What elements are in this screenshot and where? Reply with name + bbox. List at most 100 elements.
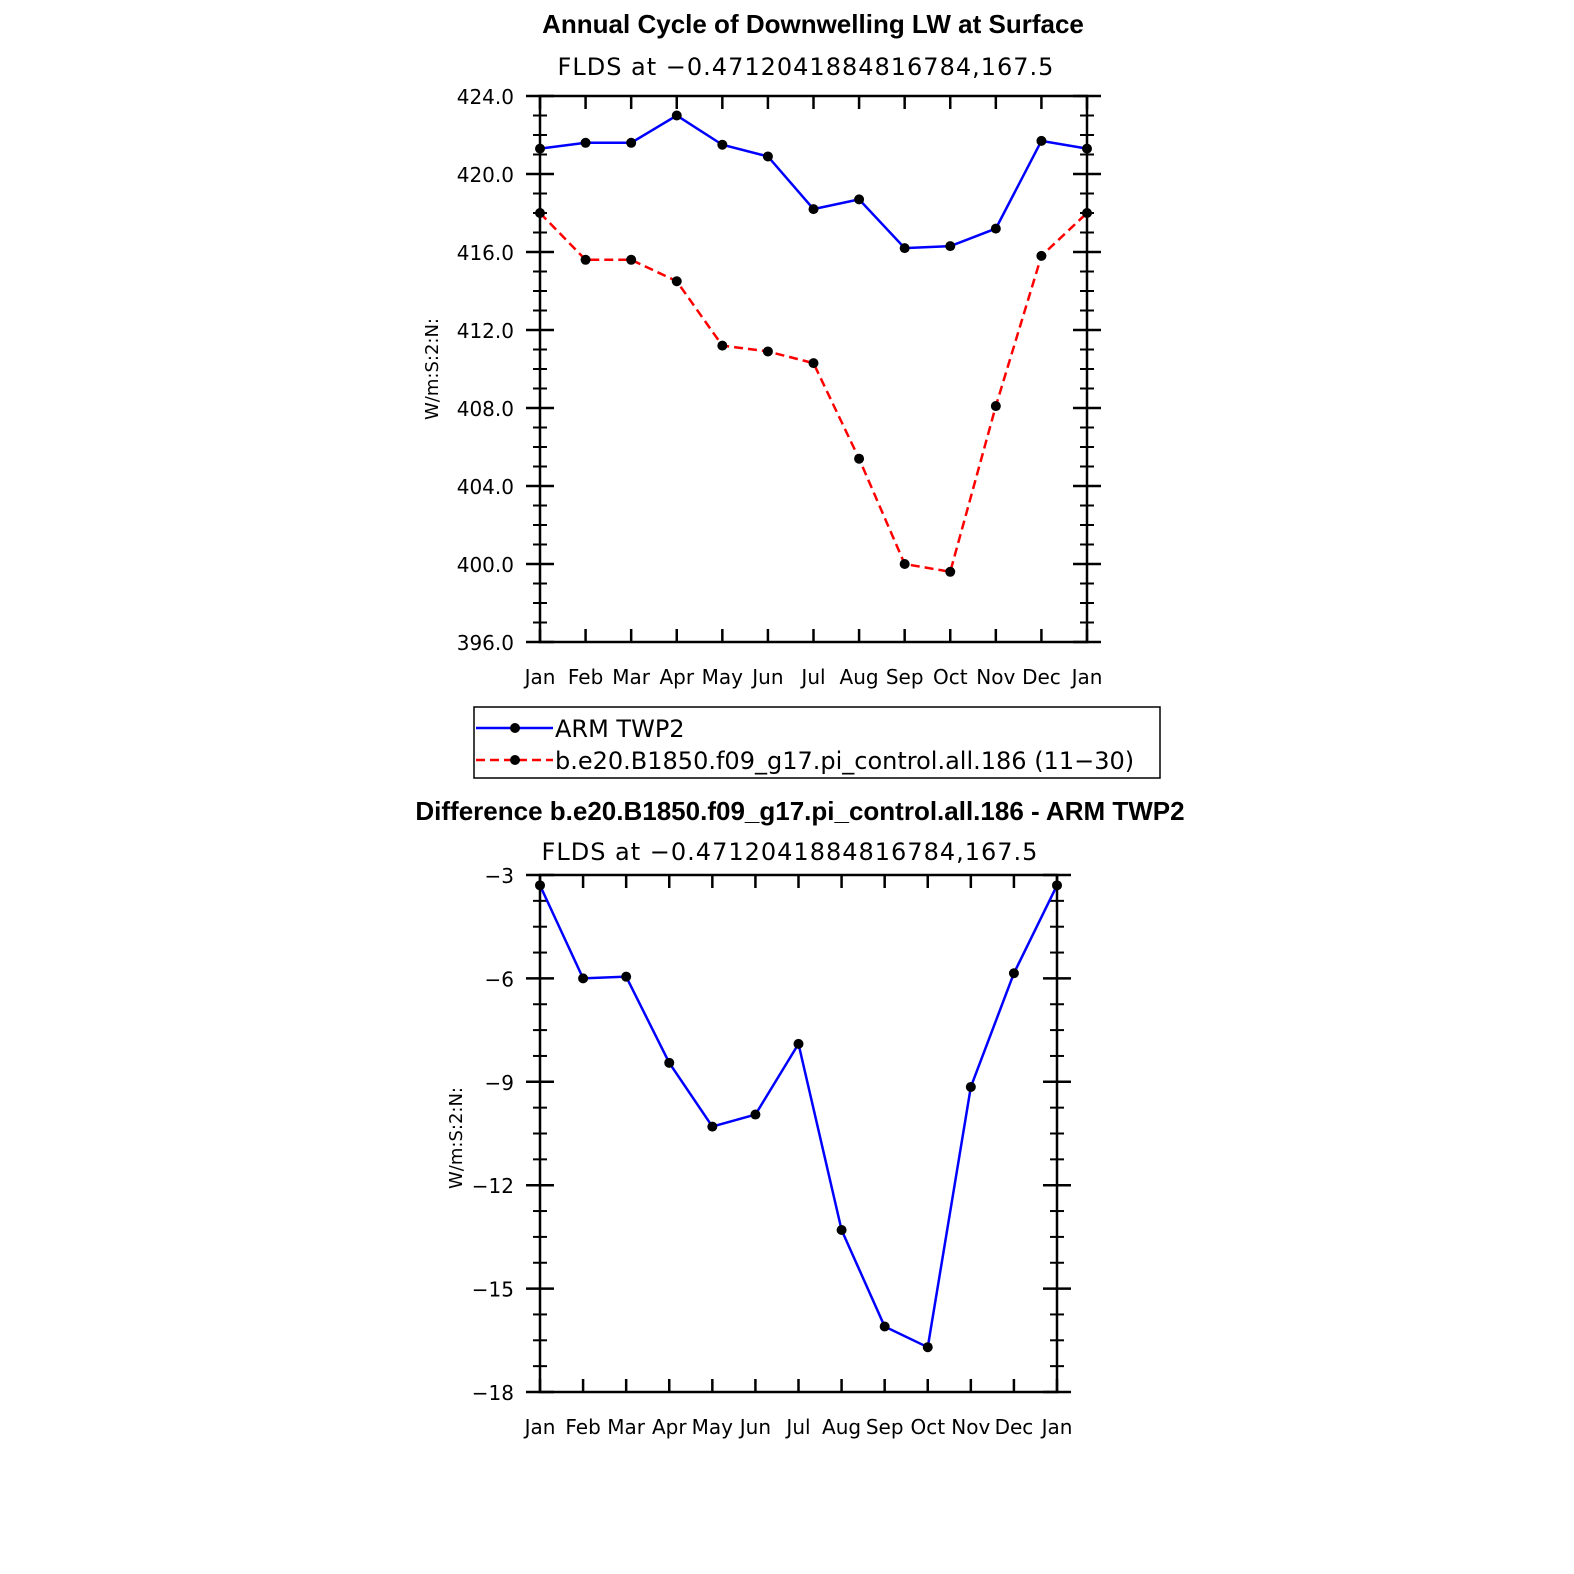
top-series-0-point <box>990 223 1001 234</box>
top-series-1-point <box>808 358 819 369</box>
bottom-xtick-label: Jul <box>784 1415 810 1439</box>
bottom-series-0-point <box>621 971 632 982</box>
bottom-xtick-label: Sep <box>866 1415 904 1439</box>
legend-marker-model <box>510 755 520 765</box>
bottom-ytick-label: −6 <box>485 967 514 991</box>
top-xtick-label: May <box>702 665 744 689</box>
legend-label-model: b.e20.B1850.f09_g17.pi_control.all.186 (… <box>555 747 1134 775</box>
top-chart-ylabel: W/m:S:2:N: <box>422 318 443 420</box>
top-xtick-label: Dec <box>1022 665 1061 689</box>
bottom-ytick-label: −12 <box>472 1174 514 1198</box>
top-series-1-point <box>990 401 1001 412</box>
top-ytick-label: 420.0 <box>457 163 514 187</box>
top-series-1-point <box>1082 208 1092 218</box>
bottom-chart-title: Difference b.e20.B1850.f09_g17.pi_contro… <box>415 796 1184 826</box>
top-chart-subtitle: FLDS at −0.4712041884816784,167.5 <box>558 53 1055 81</box>
bottom-xtick-label: Aug <box>822 1415 861 1439</box>
top-xtick-label: Aug <box>840 665 879 689</box>
top-series-0-point <box>762 151 773 162</box>
top-series-0-point <box>945 241 956 252</box>
bottom-ytick-label: −3 <box>485 864 514 888</box>
bottom-xtick-label: Nov <box>951 1415 990 1439</box>
top-ytick-label: 416.0 <box>457 241 514 265</box>
bottom-series-0-point <box>922 1342 933 1353</box>
bottom-chart-ylabel: W/m:S:2:N: <box>446 1087 467 1189</box>
legend-marker-arm <box>510 723 520 733</box>
legend-label-arm: ARM TWP2 <box>555 715 685 743</box>
top-plot-area: Jan Feb Mar Apr May Jun Jul Aug Sep Oct Nov Dec Jan 3… <box>457 85 1103 689</box>
legend: ARM TWP2 b.e20.B1850.f09_g17.pi_control.… <box>473 706 1161 779</box>
top-xtick-label: Mar <box>612 665 651 689</box>
top-series-0-point <box>671 110 682 121</box>
top-ytick-label: 400.0 <box>457 553 514 577</box>
top-series-1-point <box>899 559 910 569</box>
top-ytick-label: 396.0 <box>457 631 514 655</box>
bottom-ytick-label: −18 <box>472 1381 514 1405</box>
bottom-ytick-label: −15 <box>472 1278 514 1302</box>
top-xtick-label: Nov <box>976 665 1015 689</box>
bottom-series-0-point <box>836 1225 847 1236</box>
bottom-series-0-point <box>793 1038 804 1049</box>
top-series-0-point <box>808 204 819 215</box>
top-ytick-label: 404.0 <box>457 475 514 499</box>
bottom-frame <box>538 873 1059 1394</box>
bottom-chart: Difference b.e20.B1850.f09_g17.pi_contro… <box>415 796 1184 1439</box>
bottom-xtick-label: May <box>692 1415 734 1439</box>
top-xtick-label: Feb <box>568 665 603 689</box>
top-ytick-label: 424.0 <box>457 85 514 109</box>
bottom-series-0-point <box>1008 968 1019 979</box>
bottom-series-0-point <box>965 1081 976 1092</box>
top-series-0-point <box>580 137 591 148</box>
bottom-chart-subtitle: FLDS at −0.4712041884816784,167.5 <box>542 838 1039 866</box>
top-series-0-line <box>539 114 1088 250</box>
bottom-xtick-label: Apr <box>652 1415 687 1439</box>
top-series-0-point <box>1036 135 1047 146</box>
top-series-1-line <box>539 212 1088 574</box>
top-series-1-point <box>1036 250 1047 261</box>
bottom-xtick-label: Mar <box>607 1415 646 1439</box>
bottom-series-0-point <box>879 1321 890 1332</box>
bottom-xtick-label: Feb <box>565 1415 600 1439</box>
bottom-xtick-label: Jan <box>523 1415 556 1439</box>
bottom-xtick-label: Oct <box>910 1415 945 1439</box>
bottom-series-0-point <box>707 1121 718 1132</box>
top-series-0-point <box>854 194 865 205</box>
top-xtick-label: Jan <box>523 665 556 689</box>
top-series-1-point <box>671 276 682 287</box>
top-xtick-label: Oct <box>933 665 968 689</box>
bottom-xtick-label: Jun <box>738 1415 771 1439</box>
bottom-ytick-label: −9 <box>485 1071 514 1095</box>
bottom-series-0-point <box>750 1109 761 1120</box>
top-series-1-point <box>580 254 591 265</box>
bottom-series-0-point <box>664 1057 675 1068</box>
bottom-xtick-label: Dec <box>995 1415 1034 1439</box>
top-xtick-label: Sep <box>886 665 924 689</box>
top-series-1-point <box>945 566 956 577</box>
top-xtick-label: Jun <box>750 665 783 689</box>
bottom-series-0-point <box>1052 880 1062 891</box>
top-xtick-label: Apr <box>659 665 694 689</box>
top-chart: Annual Cycle of Downwelling LW at Surfac… <box>422 9 1102 689</box>
top-series-1-point <box>717 340 728 351</box>
bottom-xtick-label: Jan <box>1040 1415 1073 1439</box>
top-xtick-label: Jan <box>1070 665 1103 689</box>
top-chart-title: Annual Cycle of Downwelling LW at Surfac… <box>542 9 1084 39</box>
top-series-0-point <box>899 243 910 254</box>
top-series-1-point <box>626 254 637 265</box>
bottom-series-0-line <box>538 884 1059 1350</box>
top-series-1-point <box>854 453 865 464</box>
legend-box <box>473 706 1161 779</box>
top-xtick-label: Jul <box>799 665 825 689</box>
top-ytick-label: 412.0 <box>457 319 514 343</box>
top-frame <box>538 94 1089 644</box>
top-series-0-point <box>626 137 637 148</box>
top-series-0-point <box>1082 143 1092 154</box>
bottom-series-0-point <box>535 880 545 891</box>
top-series-0-point <box>535 143 545 154</box>
top-series-0-point <box>717 139 728 150</box>
top-series-1-point <box>535 208 545 218</box>
bottom-plot-area: Jan Feb Mar Apr May Jun Jul Aug Sep Oct Nov Dec Jan−… <box>472 864 1073 1439</box>
top-series-1-point <box>762 346 773 357</box>
top-ytick-label: 408.0 <box>457 397 514 421</box>
